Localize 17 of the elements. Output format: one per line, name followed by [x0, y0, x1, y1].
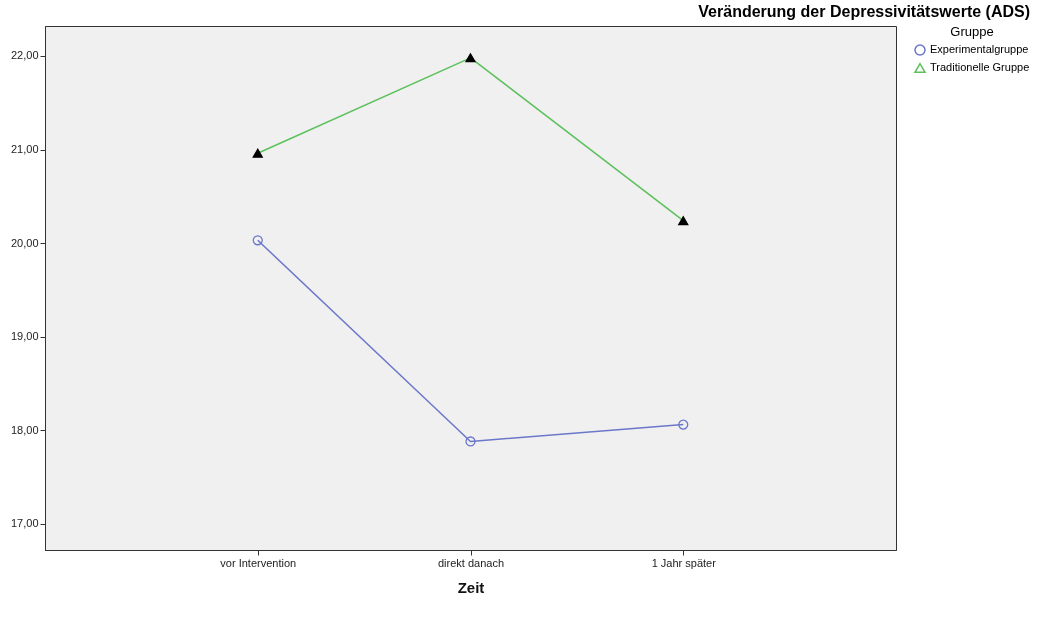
y-tick-label: 18,00: [10, 423, 39, 436]
y-tick-label: 22,00: [10, 49, 39, 62]
x-tick-label: direkt danach: [437, 556, 505, 569]
point: [252, 235, 263, 246]
legend-label: Experimentalgruppe: [930, 43, 1029, 55]
y-tick-label: 17,00: [10, 517, 39, 530]
point: [465, 436, 476, 447]
x-axis-title: Zeit: [457, 578, 485, 596]
x-tick-label: vor Intervention: [220, 556, 297, 569]
y-tick-label: 19,00: [10, 330, 39, 343]
y-tick-label: 20,00: [10, 236, 39, 249]
legend-label: Traditionelle Gruppe: [930, 61, 1030, 73]
y-tick-label: 21,00: [10, 143, 39, 156]
chart-title: Veränderung der Depressivitätswerte (ADS): [698, 3, 1030, 20]
point: [678, 419, 689, 430]
x-tick-label: 1 Jahr später: [651, 556, 717, 569]
legend-title: Gruppe: [950, 24, 994, 39]
